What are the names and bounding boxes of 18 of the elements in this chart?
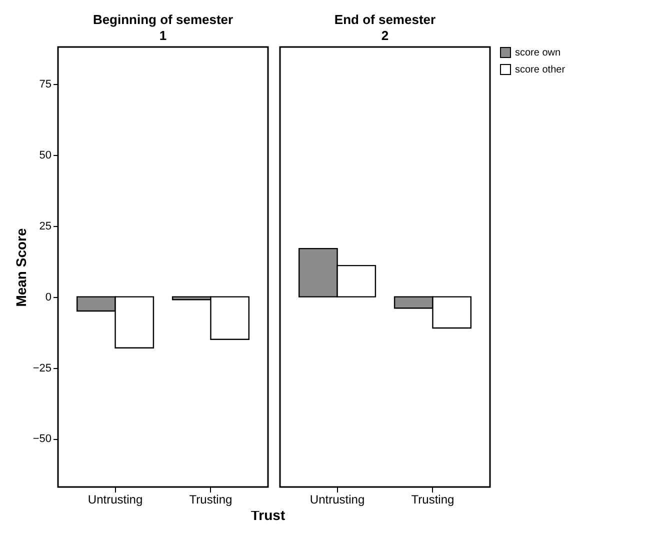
y-tick-label: −25 [32, 362, 52, 374]
y-tick-label: 75 [39, 78, 52, 90]
legend-label: score other [515, 64, 566, 76]
y-tick-label: 0 [45, 291, 52, 304]
y-axis-title: Mean Score [12, 228, 29, 307]
chart-title: Beginning of semester [92, 12, 234, 27]
y-tick-label: −50 [32, 433, 52, 446]
x-axis-title: Trust [250, 507, 286, 523]
y-tick-label: 25 [39, 220, 52, 232]
chart-title: End of semester [334, 12, 436, 27]
chart-subtitle: 2 [381, 28, 389, 43]
x-tick-label: Trusting [189, 492, 232, 506]
x-tick-label: Trusting [411, 492, 454, 506]
chart-subtitle: 1 [159, 28, 167, 43]
legend-label: score own [515, 48, 561, 58]
y-tick-label: 50 [39, 149, 52, 162]
x-tick-label: Untrusting [310, 492, 365, 506]
x-tick-label: Untrusting [88, 492, 143, 506]
